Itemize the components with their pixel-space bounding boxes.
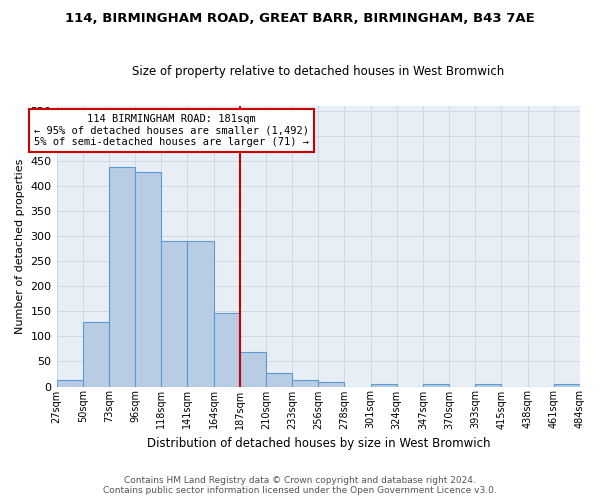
- Y-axis label: Number of detached properties: Number of detached properties: [15, 158, 25, 334]
- Text: 114, BIRMINGHAM ROAD, GREAT BARR, BIRMINGHAM, B43 7AE: 114, BIRMINGHAM ROAD, GREAT BARR, BIRMIN…: [65, 12, 535, 26]
- Bar: [109, 167, 135, 386]
- Bar: [83, 322, 109, 386]
- Bar: [371, 384, 397, 386]
- Bar: [187, 240, 214, 386]
- X-axis label: Distribution of detached houses by size in West Bromwich: Distribution of detached houses by size …: [146, 437, 490, 450]
- Bar: [423, 384, 449, 386]
- Bar: [214, 313, 240, 386]
- Bar: [318, 382, 344, 386]
- Bar: [240, 352, 266, 386]
- Bar: [135, 172, 161, 386]
- Bar: [266, 373, 292, 386]
- Title: Size of property relative to detached houses in West Bromwich: Size of property relative to detached ho…: [132, 65, 505, 78]
- Text: Contains HM Land Registry data © Crown copyright and database right 2024.
Contai: Contains HM Land Registry data © Crown c…: [103, 476, 497, 495]
- Bar: [292, 380, 318, 386]
- Text: 114 BIRMINGHAM ROAD: 181sqm
← 95% of detached houses are smaller (1,492)
5% of s: 114 BIRMINGHAM ROAD: 181sqm ← 95% of det…: [34, 114, 309, 147]
- Bar: [475, 384, 502, 386]
- Bar: [161, 240, 187, 386]
- Bar: [56, 380, 83, 386]
- Bar: [554, 384, 580, 386]
